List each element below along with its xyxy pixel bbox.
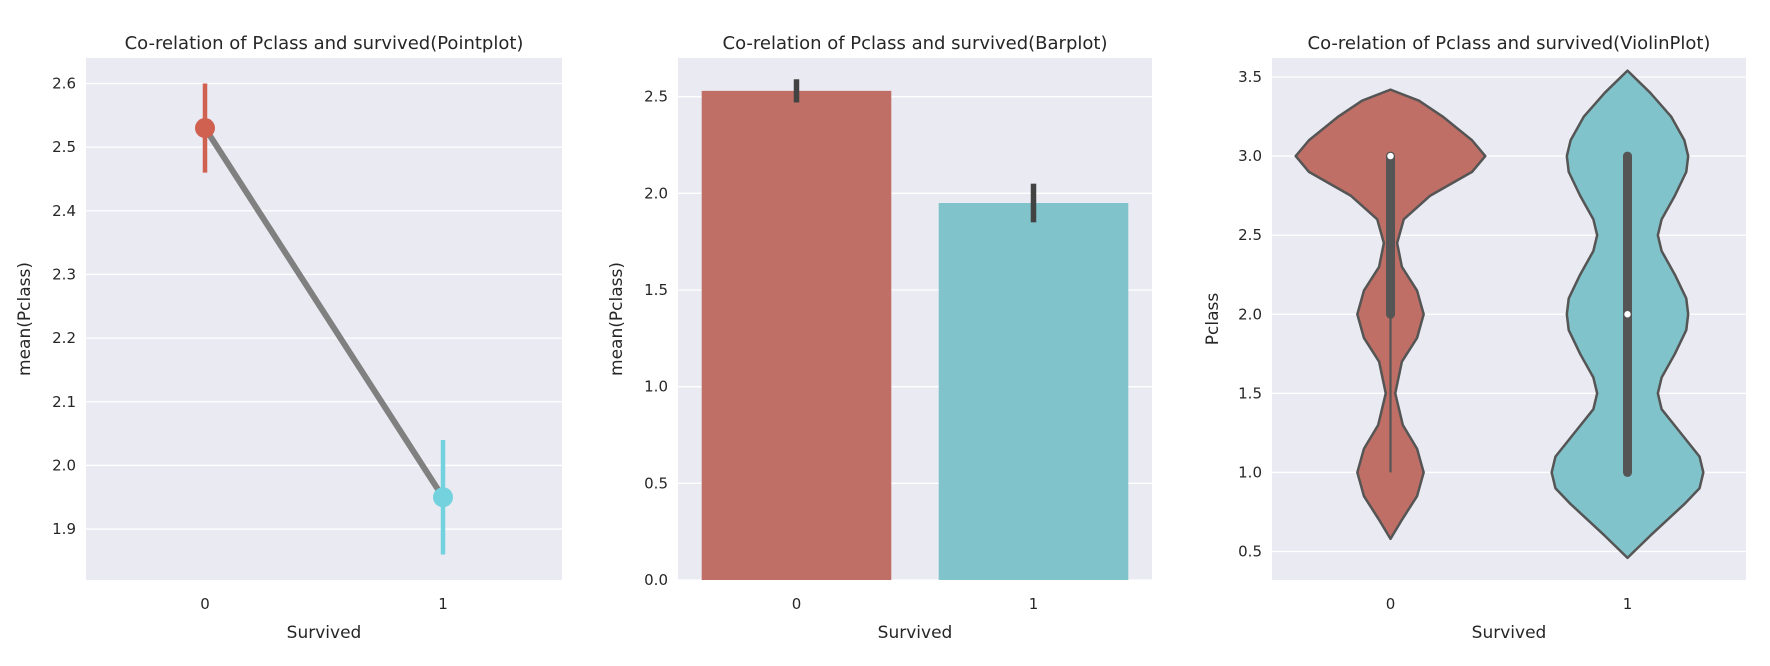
y-axis-label: Pclass — [1203, 293, 1223, 346]
marks — [1294, 69, 1705, 560]
y-tick-label: 2.1 — [52, 393, 76, 411]
marks — [195, 83, 453, 555]
x-tick-label: 1 — [1029, 595, 1039, 613]
data-point — [195, 118, 215, 139]
y-tick-label: 0.5 — [644, 474, 668, 492]
x-tick-label: 1 — [438, 595, 448, 613]
y-tick-label: 0.0 — [644, 571, 668, 589]
bar — [701, 90, 892, 580]
y-axis-label: mean(Pclass) — [607, 262, 627, 376]
y-tick-label: 1.9 — [52, 520, 76, 538]
marks — [701, 79, 1129, 580]
connecting-line — [202, 125, 446, 501]
y-tick-label: 3.5 — [1238, 68, 1262, 86]
y-tick-label: 1.5 — [644, 281, 668, 299]
y-tick-label: 2.0 — [1238, 305, 1262, 323]
y-tick-label: 2.3 — [52, 265, 76, 283]
y-tick-label: 2.6 — [52, 74, 76, 92]
y-tick-label: 2.0 — [52, 456, 76, 474]
y-tick-label: 2.0 — [644, 184, 668, 202]
y-tick-label: 2.5 — [52, 138, 76, 156]
y-tick-label: 1.5 — [1238, 384, 1262, 402]
y-tick-labels: 0.5 1.0 1.5 2.0 2.5 3.0 3.5 — [1238, 68, 1262, 561]
x-axis-label: Survived — [287, 623, 362, 643]
y-tick-label: 3.0 — [1238, 147, 1262, 165]
y-axis-label: mean(Pclass) — [15, 262, 35, 376]
bar — [938, 203, 1129, 580]
data-point — [433, 487, 453, 508]
y-tick-label: 1.0 — [1238, 463, 1262, 481]
y-tick-label: 2.5 — [644, 88, 668, 106]
violin-median — [1624, 311, 1631, 318]
violin-median — [1387, 152, 1394, 160]
y-tick-label: 1.0 — [644, 378, 668, 396]
x-tick-label: 0 — [792, 595, 802, 613]
x-axis-label: Survived — [1472, 623, 1547, 643]
y-tick-label: 0.5 — [1238, 543, 1262, 561]
x-tick-label: 0 — [1386, 595, 1396, 613]
chart-title: Co-relation of Pclass and survived(Barpl… — [723, 33, 1108, 54]
y-tick-label: 2.5 — [1238, 226, 1262, 244]
y-tick-labels: 1.9 2.0 2.1 2.2 2.3 2.4 2.5 2.6 — [52, 74, 76, 538]
chart-title: Co-relation of Pclass and survived(Point… — [125, 33, 524, 54]
y-tick-label: 2.4 — [52, 202, 76, 220]
x-tick-label: 1 — [1623, 595, 1633, 613]
x-tick-label: 0 — [200, 595, 210, 613]
grid — [86, 82, 562, 530]
y-tick-label: 2.2 — [52, 329, 76, 347]
x-axis-label: Survived — [878, 623, 953, 643]
chart-title: Co-relation of Pclass and survived(Violi… — [1308, 33, 1711, 54]
y-tick-labels: 0.0 0.5 1.0 1.5 2.0 2.5 — [644, 88, 668, 589]
plot-area — [86, 58, 562, 580]
